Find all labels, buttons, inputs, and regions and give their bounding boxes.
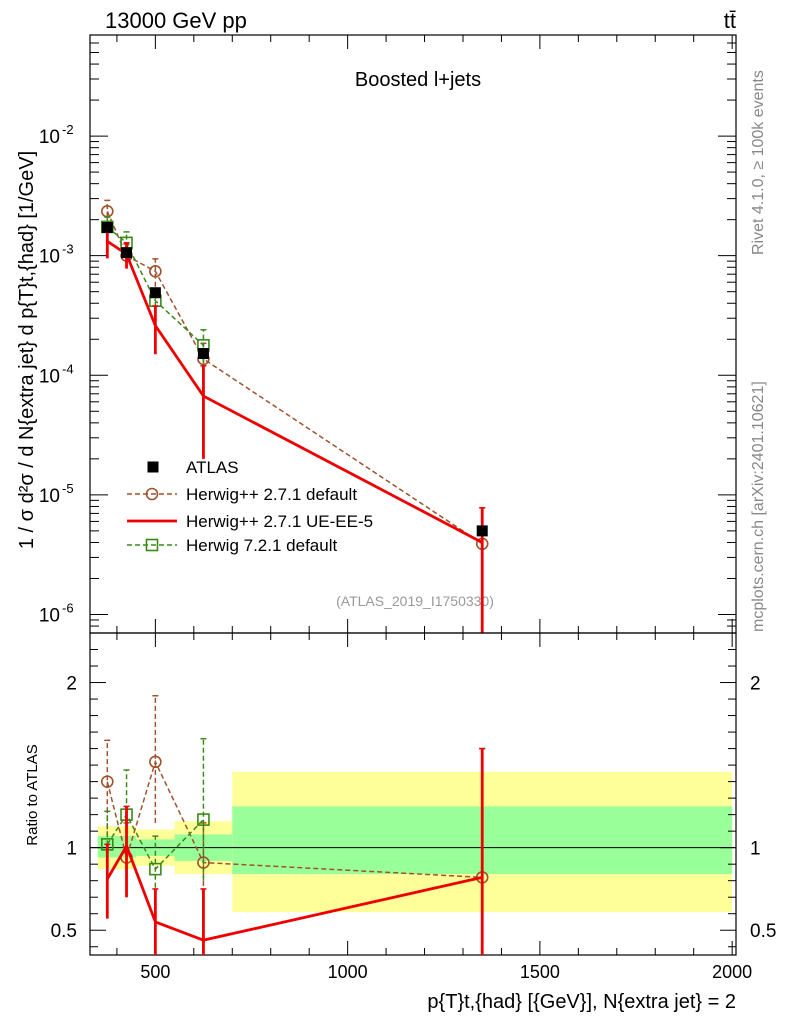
x-axis-label: p{T}t,{had} [{GeV}], N{extra jet} = 2 [427, 991, 736, 1013]
square-marker [145, 538, 159, 552]
ratio-y-axis-label: Ratio to ATLAS [24, 744, 41, 845]
ratio-y-tick-label-right: 1 [750, 839, 761, 860]
legend-entry: ATLAS [186, 458, 239, 477]
legend-entry: Herwig++ 2.7.1 default [186, 485, 357, 504]
x-tick-label: 500 [140, 962, 170, 982]
ratio-y-tick-label-right: 0.5 [750, 921, 776, 942]
process-label: tt̄ [724, 8, 736, 33]
x-tick-label: 1500 [520, 962, 560, 982]
ratio-y-tick-label: 2 [66, 674, 77, 695]
y-tick-label-exponent: -3 [62, 242, 74, 257]
legend: ATLAS Herwig++ 2.7.1 default Herwig++ 2.7.… [127, 458, 373, 555]
series-line [106, 813, 204, 871]
main-y-axis-label: 1 / σ d²σ / d N{extra jet} d p{T}t,{had}… [16, 151, 38, 549]
circle-marker [149, 755, 162, 769]
data-point [149, 287, 161, 299]
legend-entry: Herwig++ 2.7.1 UE-EE-5 [186, 512, 373, 531]
data-point [101, 222, 113, 234]
y-tick-label: 10 [39, 127, 60, 148]
data-point [197, 348, 209, 360]
ratio-y-tick-label: 1 [66, 839, 77, 860]
series-line [106, 226, 204, 346]
circle-marker [149, 265, 162, 278]
y-tick-label-exponent: -4 [62, 361, 74, 376]
circle-marker [101, 775, 114, 788]
y-tick-label-exponent: -6 [62, 600, 74, 615]
ratio-plot: 500 1000 1500 2000 0.5 0.5 1 1 2 2 [51, 35, 776, 982]
data-point [476, 525, 488, 537]
y-tick-label: 10 [39, 605, 60, 626]
y-tick-label-exponent: -5 [62, 481, 74, 496]
ratio-frame [89, 632, 737, 956]
main-title: Boosted l+jets [355, 69, 481, 91]
analysis-label: (ATLAS_2019_I1750330) [336, 593, 494, 609]
square-marker [149, 862, 162, 876]
y-tick-label: 10 [39, 247, 60, 268]
mcplots-label: mcplots.cern.ch [arXiv:2401.10621] [750, 381, 767, 632]
rivet-label: Rivet 4.1.0, ≥ 100k events [750, 70, 767, 255]
data-point [147, 461, 159, 473]
circle-marker [145, 487, 159, 501]
series-line [106, 759, 483, 879]
x-tick-label: 1000 [328, 962, 368, 982]
energy-label: 13000 GeV pp [105, 8, 247, 33]
ratio-y-tick-label-right: 2 [750, 674, 761, 695]
y-tick-label: 10 [39, 486, 60, 507]
y-tick-label-exponent: -2 [62, 122, 74, 137]
square-marker [197, 813, 210, 826]
ratio-y-tick-label: 0.5 [51, 921, 77, 942]
series-line [106, 210, 483, 545]
data-point [121, 247, 133, 259]
legend-entry: Herwig 7.2.1 default [186, 536, 337, 555]
x-tick-label: 2000 [712, 962, 752, 982]
main-plot: 10-610-510-410-310-2 [39, 34, 737, 634]
y-tick-label: 10 [39, 366, 60, 387]
